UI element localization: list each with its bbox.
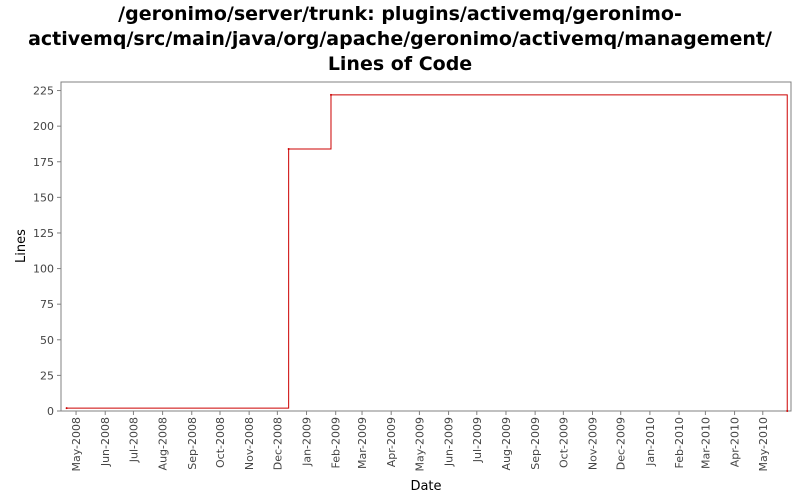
x-tick-label: Apr-2009 [385,417,398,467]
x-tick-label: Sep-2009 [529,417,542,470]
x-tick-label: Jun-2009 [443,417,456,467]
y-tick-label: 125 [33,227,54,240]
x-tick-label: Dec-2009 [615,417,628,470]
x-tick-label: Jan-2010 [644,417,657,467]
x-tick-label: Apr-2010 [729,417,742,467]
y-axis: 0 25 50 75 100 125 150 175 200 225 [33,85,61,418]
x-tick-label: Sep-2008 [186,417,199,470]
x-tick-label: Feb-2009 [330,417,343,468]
data-point [65,407,68,410]
chart-title-line: Lines of Code [327,53,473,75]
x-axis-label: Date [410,479,441,494]
data-point [329,93,332,96]
x-tick-label: May-2010 [757,417,770,472]
x-tick-label: Jul-2009 [471,417,484,463]
x-tick-label: Mar-2009 [356,417,369,469]
chart-title-line: activemq/src/main/java/org/apache/geroni… [28,28,772,50]
series-line [66,94,788,411]
x-tick-label: Jun-2008 [99,417,112,467]
data-point [786,410,789,412]
y-tick-label: 100 [33,263,54,276]
x-tick-label: Jul-2008 [127,417,140,463]
y-tick-label: 75 [40,298,54,311]
x-tick-label: Aug-2009 [500,417,513,470]
x-tick-label: May-2009 [413,417,426,472]
y-tick-label: 175 [33,156,54,169]
x-tick-label: Jan-2009 [301,417,314,467]
plot-area [60,81,792,412]
x-tick-label: Nov-2008 [243,417,256,470]
x-tick-label: Oct-2008 [214,417,227,468]
chart-title: /geronimo/server/trunk: plugins/activemq… [0,2,800,77]
x-tick-label: May-2008 [70,417,83,472]
x-tick-label: Dec-2008 [271,417,284,470]
x-tick-label: Feb-2010 [673,417,686,468]
x-tick-label: Oct-2009 [557,417,570,468]
chart-title-line: /geronimo/server/trunk: plugins/activemq… [118,3,682,25]
x-axis: May-2008 Jun-2008 Jul-2008 Aug-2008 Sep-2008… [70,411,770,472]
y-tick-label: 225 [33,85,54,98]
y-tick-label: 150 [33,191,54,204]
y-tick-label: 0 [47,405,54,418]
y-tick-label: 50 [40,334,54,347]
x-tick-label: Nov-2009 [587,417,600,470]
data-point [287,147,290,150]
y-tick-label: 200 [33,120,54,133]
y-tick-label: 25 [40,369,54,382]
x-tick-label: Aug-2008 [157,417,170,470]
x-tick-label: Mar-2010 [699,417,712,469]
y-axis-label: Lines [14,229,29,263]
series-layer [65,93,789,412]
